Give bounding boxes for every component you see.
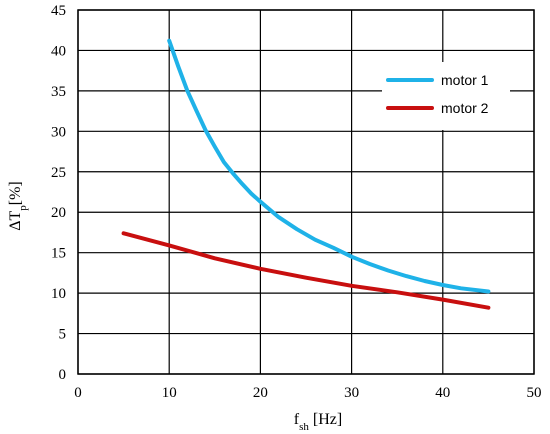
legend-label-2: motor 2 (441, 100, 489, 116)
series-2-point (167, 243, 171, 247)
y-tick-label-0: 0 (59, 367, 67, 383)
y-tick-label-8: 40 (51, 43, 66, 59)
series-1-point (423, 279, 427, 283)
series-2-point (486, 306, 490, 310)
y-tick-label-1: 5 (59, 327, 67, 343)
tick-labels: 0 10 20 30 40 50 0 5 10 15 20 25 30 35 40 45 (51, 3, 542, 401)
series-layer (121, 38, 491, 310)
series-1-point (176, 65, 180, 69)
series-1-point (350, 255, 354, 259)
y-tick-label-9: 45 (51, 3, 66, 19)
x-tick-label-0: 0 (74, 385, 82, 401)
series-1-point (258, 200, 262, 204)
series-1-point (331, 246, 335, 250)
x-tick-label-1: 10 (162, 385, 177, 401)
series-1-point (404, 274, 408, 278)
series-1-point (240, 182, 244, 186)
y-tick-label-6: 30 (51, 124, 66, 140)
series-1-point (459, 286, 463, 290)
series-1-point (313, 238, 317, 242)
series-2-point (213, 256, 217, 260)
legend-background (382, 62, 510, 130)
y-axis-label: ΔTp[%] (7, 181, 29, 231)
x-axis-label: fsh [Hz] (294, 411, 342, 433)
series-1-point (277, 215, 281, 219)
series-1-point (222, 160, 226, 164)
series-1-point (486, 289, 490, 293)
legend: motor 1 motor 2 (382, 62, 510, 130)
series-2-point (122, 231, 126, 235)
x-tick-label-5: 50 (527, 385, 542, 401)
series-1-point (195, 109, 199, 113)
series-1-point (249, 192, 253, 196)
series-1-point (386, 268, 390, 272)
series-2-point (441, 298, 445, 302)
series-1-point (213, 145, 217, 149)
y-tick-label-3: 15 (51, 246, 66, 262)
plot-frame (77, 9, 535, 375)
series-line-2 (121, 231, 491, 310)
series-1-point (204, 129, 208, 133)
x-tick-label-2: 20 (253, 385, 268, 401)
x-tick-label-3: 30 (344, 385, 359, 401)
y-tick-label-5: 25 (51, 165, 66, 181)
series-1-point (231, 171, 235, 175)
y-tick-label-2: 10 (51, 286, 66, 302)
y-tick-label-4: 20 (51, 205, 66, 221)
series-1-point (185, 89, 189, 93)
series-1-point (441, 283, 445, 287)
y-tick-label-7: 35 (51, 84, 66, 100)
series-2-point (395, 290, 399, 294)
series-2-point (258, 267, 262, 271)
series-2-point (350, 284, 354, 288)
series-2-point (304, 276, 308, 280)
legend-label-1: motor 1 (441, 72, 489, 88)
x-tick-label-4: 40 (435, 385, 450, 401)
series-1-point (295, 227, 299, 231)
series-1-point (368, 262, 372, 266)
series-1-point (167, 39, 171, 43)
